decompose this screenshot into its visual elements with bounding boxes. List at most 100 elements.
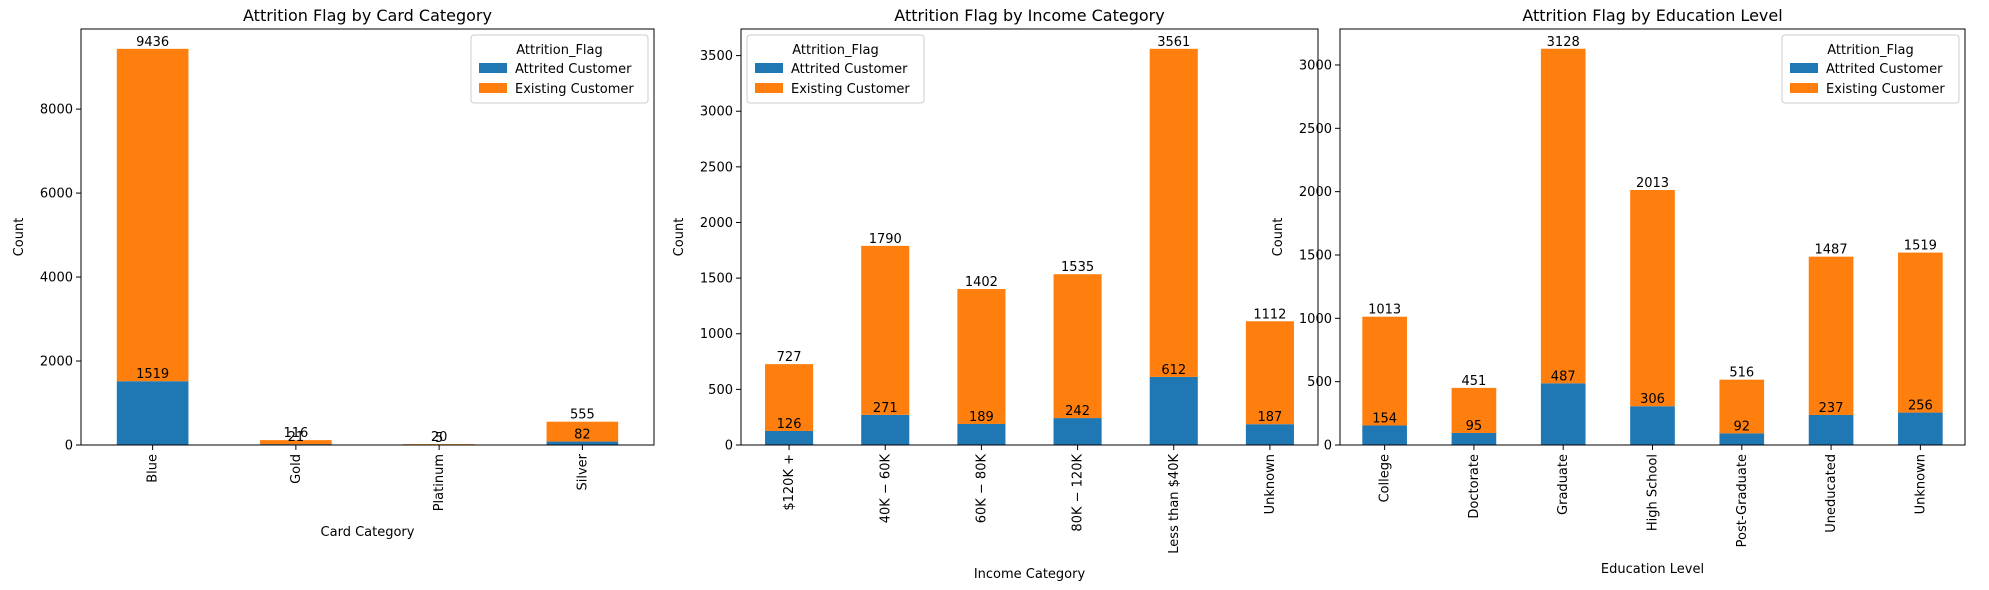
data-label-attrited: 256 — [1908, 399, 1933, 414]
axes-frame — [1339, 28, 1966, 446]
data-label-attrited: 1519 — [136, 367, 169, 382]
data-label-attrited: 92 — [1734, 419, 1751, 434]
data-label-attrited: 21 — [288, 430, 305, 445]
chart-title: Attrition Flag by Card Category — [243, 6, 492, 25]
chart-panel-2: 126 727 $120K + 271 1790 40K − 60K 189 1402 60K … — [672, 6, 1319, 582]
legend-entry: Existing Customer — [791, 82, 910, 97]
bar-existing — [1451, 387, 1497, 433]
data-label-total: 1402 — [965, 275, 998, 290]
data-label-attrited: 487 — [1551, 369, 1576, 384]
bar-attrited — [1451, 432, 1497, 445]
data-label-total: 1535 — [1061, 260, 1094, 275]
data-label-total: 116 — [283, 426, 308, 441]
x-tick-label: Graduate — [1556, 454, 1571, 515]
chart-title: Attrition Flag by Income Category — [894, 6, 1164, 25]
x-tick-label: Unknown — [1263, 454, 1278, 514]
bar-attrited — [546, 441, 619, 445]
legend-swatch — [1790, 63, 1818, 73]
data-label-attrited: 271 — [873, 401, 898, 416]
legend-entry: Attrited Customer — [791, 62, 908, 77]
bar-attrited — [1540, 383, 1586, 445]
bar-existing — [1808, 256, 1854, 415]
y-tick-label: 3000 — [1299, 58, 1332, 73]
x-axis-label: Card Category — [321, 525, 415, 540]
y-tick-label: 3000 — [700, 105, 733, 120]
data-label-total: 516 — [1729, 366, 1754, 381]
bar-attrited — [1898, 412, 1943, 445]
bar-attrited — [116, 381, 189, 445]
data-label-attrited: 189 — [969, 410, 994, 425]
x-tick-label: Gold — [289, 454, 304, 484]
bar-attrited — [861, 414, 910, 445]
chart-panel-3: 154 1013 College 95 451 Doctorate 487 3128 Gradu… — [1271, 6, 1966, 577]
bar-attrited — [1053, 418, 1102, 445]
bar-existing — [403, 444, 475, 445]
legend-swatch — [479, 83, 507, 93]
x-tick-label: 80K − 120K — [1071, 454, 1086, 532]
bar-attrited — [1630, 406, 1675, 445]
y-tick-label: 500 — [708, 383, 733, 398]
data-label-attrited: 126 — [777, 417, 802, 432]
bar-existing — [765, 364, 814, 431]
bar-attrited — [1808, 414, 1854, 445]
bar-existing — [1149, 48, 1198, 377]
x-axis-label: Education Level — [1601, 562, 1704, 577]
x-tick-label: Post-Graduate — [1735, 454, 1750, 547]
x-tick-label: Unknown — [1913, 454, 1928, 514]
bar-existing — [1540, 48, 1586, 384]
legend: Attrition_Flag Attrited Customer Existing … — [1781, 34, 1960, 104]
legend-entry: Existing Customer — [1826, 82, 1945, 97]
bar-existing — [546, 421, 619, 442]
data-label-attrited: 95 — [1466, 419, 1483, 434]
data-label-total: 3561 — [1157, 35, 1190, 50]
axes-frame — [80, 28, 655, 446]
bar-attrited — [957, 423, 1006, 445]
x-tick-label: College — [1378, 454, 1393, 503]
y-tick-label: 3500 — [700, 49, 733, 64]
data-label-total: 3128 — [1547, 35, 1580, 50]
legend-entry: Existing Customer — [515, 82, 634, 97]
legend-swatch — [755, 83, 783, 93]
legend-title: Attrition_Flag — [1827, 43, 1914, 58]
bar-existing — [1245, 321, 1294, 425]
data-label-attrited: 306 — [1640, 392, 1665, 407]
bar-existing — [957, 289, 1006, 424]
y-tick-label: 6000 — [40, 187, 73, 202]
data-label-attrited: 82 — [574, 428, 591, 443]
x-tick-label: Less than $40K — [1167, 454, 1182, 554]
legend-title: Attrition_Flag — [516, 43, 603, 58]
bar-existing — [260, 440, 332, 445]
bar-existing — [1362, 316, 1407, 426]
legend-box — [746, 34, 925, 104]
bar-attrited — [1245, 424, 1294, 445]
x-tick-label: Doctorate — [1467, 454, 1482, 519]
data-label-total: 2013 — [1636, 176, 1669, 191]
bar-existing — [1719, 379, 1765, 434]
legend-box — [1781, 34, 1960, 104]
legend-box — [470, 34, 649, 104]
data-label-total: 555 — [570, 408, 595, 423]
data-label-total: 20 — [431, 430, 448, 445]
y-tick-label: 8000 — [40, 103, 73, 118]
bar-attrited — [1719, 433, 1765, 445]
x-tick-label: Platinum — [432, 454, 447, 511]
bar-attrited — [1149, 376, 1198, 445]
data-label-total: 1013 — [1368, 303, 1401, 318]
axes-frame — [740, 28, 1319, 446]
data-label-total: 1519 — [1904, 239, 1937, 254]
data-label-total: 727 — [777, 350, 802, 365]
data-label-total: 9436 — [136, 35, 169, 50]
y-axis-label: Count — [12, 218, 27, 257]
x-tick-label: High School — [1646, 454, 1661, 531]
data-label-attrited: 612 — [1161, 363, 1186, 378]
x-tick-label: Uneducated — [1824, 454, 1839, 533]
data-label-attrited: 237 — [1819, 401, 1844, 416]
x-tick-label: 60K − 80K — [974, 454, 989, 524]
y-tick-label: 0 — [725, 439, 733, 454]
y-tick-label: 0 — [1324, 439, 1332, 454]
x-tick-label: Silver — [575, 453, 590, 490]
legend-swatch — [479, 63, 507, 73]
y-tick-label: 4000 — [40, 271, 73, 286]
bar-existing — [1053, 274, 1102, 419]
legend-title: Attrition_Flag — [792, 43, 879, 58]
